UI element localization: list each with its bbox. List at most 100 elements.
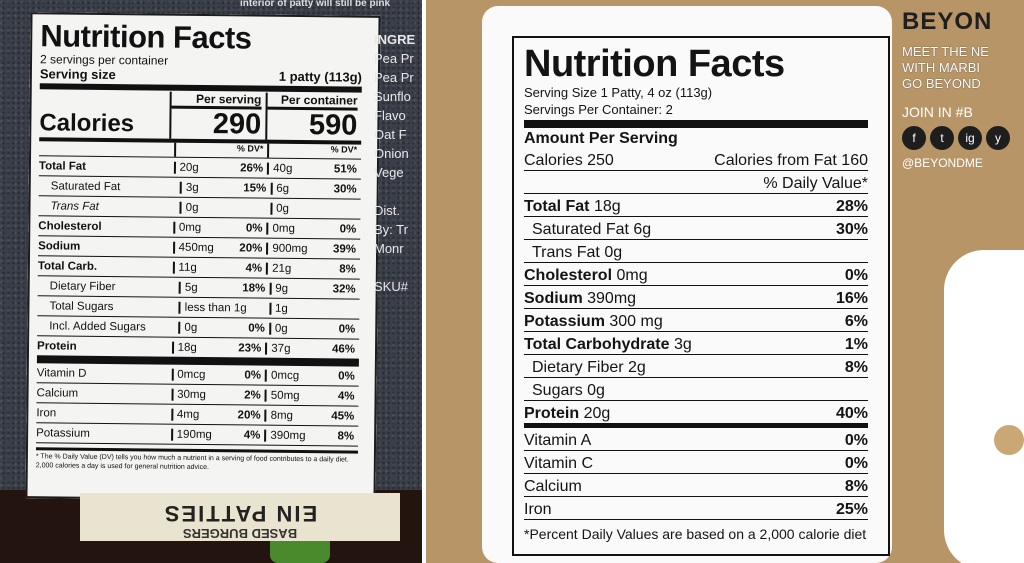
per-container-cell: 0g 0% [268, 322, 360, 336]
nutrient-name-amount: Potassium 300 mg [524, 313, 663, 331]
daily-value: 46% [331, 342, 356, 356]
per-container-cell: 50mg 4% [264, 389, 359, 403]
daily-value: 51% [333, 162, 357, 176]
per-container-cell: 9g 32% [269, 282, 360, 296]
nutrient-name: Cholesterol [38, 219, 102, 233]
daily-value: 8% [337, 429, 355, 443]
per-container-column: Per container 590 [265, 92, 362, 142]
amount: less than 1g [184, 301, 247, 314]
ingredient-line: Vege [374, 165, 404, 180]
per-container-cell: 21g 8% [266, 262, 360, 276]
right-nutrient-row: Protein 20g 40% [524, 401, 868, 428]
right-serving-size: Serving Size 1 Patty, 4 oz (113g) [524, 85, 713, 100]
per-container-cell: 1g [268, 302, 360, 316]
amount: 6g [633, 221, 652, 238]
per-container-cell: 8mg 45% [264, 409, 359, 423]
calories-per-serving: 290 [212, 108, 262, 141]
brand-tagline: MEET THE NE WITH MARBI GO BEYOND [902, 44, 1024, 92]
daily-value: 0% [248, 321, 265, 335]
nutrient-name: Protein [36, 339, 77, 353]
right-nutrient-row: Total Carbohydrate 3g 1% [524, 332, 868, 355]
per-serving-cell: less than 1g [178, 301, 270, 315]
nutrient-name: Incl. Added Sugars [49, 319, 146, 333]
daily-value: 30% [333, 182, 357, 196]
right-label-title: Nutrition Facts [524, 43, 785, 85]
amount: 3g [185, 181, 199, 194]
right-servings-per-container: Servings Per Container: 2 [524, 102, 673, 117]
right-nutrient-row: Total Fat 18g 28% [524, 194, 868, 217]
daily-value: 0% [245, 221, 263, 235]
ingredient-line: Flavo [374, 108, 406, 123]
left-nutrient-rows: Total Fat 20g 26% 40g 51% Saturated Fat 3g 15% 6… [36, 156, 362, 447]
calories-row: Calories Per serving 290 Per container 5… [39, 89, 362, 145]
daily-value: 39% [332, 242, 357, 256]
calories-value: Calories 250 [524, 152, 614, 169]
nutrient-name: Sodium [38, 239, 81, 253]
amount: 190mg [176, 428, 212, 441]
daily-value: 23% [238, 341, 262, 355]
daily-value: 20% [239, 241, 263, 255]
dv-header-container: % DV* [267, 143, 362, 159]
ingredients-panel: INGRE Pea Pr Pea Pr Sunflo Flavo Oat F Onion Ve… [374, 30, 422, 296]
bottom-line-2: EIN PATTIES [162, 501, 318, 526]
amount: 0mcg [270, 369, 300, 382]
right-nutrient-row: Sodium 390mg 16% [524, 286, 868, 309]
social-icons: f t ig y [902, 126, 1024, 150]
amount: 8mg [270, 409, 294, 422]
amount: 0mg [616, 267, 648, 284]
right-photo: Nutrition Facts Serving Size 1 Patty, 4 … [426, 0, 1024, 563]
amount: 20g [583, 405, 611, 422]
social-icon: t [930, 126, 954, 150]
right-nutrient-row: Vitamin A 0% [524, 428, 868, 451]
right-nutrient-row: Iron 25% [524, 497, 868, 520]
ingredient-line: SKU# [374, 279, 408, 294]
serving-size-label: Serving size [39, 66, 116, 83]
ingredient-line: By: Tr [374, 222, 408, 237]
per-serving-cell: 450mg 20% [172, 241, 267, 255]
daily-value: 15% [243, 181, 267, 195]
nutrient-name-amount: Total Carbohydrate 3g [524, 336, 692, 354]
daily-value: 26% [240, 161, 264, 175]
per-serving-cell: 0mg 0% [172, 221, 267, 235]
right-nutrient-row: Sugars 0g [524, 378, 868, 401]
calories-from-fat: Calories from Fat 160 [714, 152, 868, 169]
amount: 50mg [270, 389, 300, 402]
per-serving-cell: 0g [179, 201, 271, 215]
nutrient-name: Total Fat [38, 159, 87, 173]
per-container-cell: 37g 46% [265, 342, 360, 356]
amount: 18g [593, 198, 621, 215]
left-label-title: Nutrition Facts [40, 18, 252, 56]
amount: 450mg [178, 241, 214, 254]
per-serving-cell: 18g 23% [171, 341, 266, 355]
right-nutrient-rows: Total Fat 18g 28% Saturated Fat 6g 30% Trans… [524, 194, 868, 520]
brand-logo: BEYON [902, 8, 993, 35]
daily-value: 45% [331, 409, 355, 423]
daily-value: 6% [844, 313, 868, 330]
nutrient-name: Calcium [524, 478, 582, 495]
daily-value: 0% [338, 369, 355, 383]
amount: 3g [673, 336, 692, 353]
daily-value: 20% [237, 408, 261, 422]
nutrient-name: Dietary Fiber [49, 279, 116, 293]
ingredient-line: Oat F [374, 127, 407, 142]
amount: 0mg [178, 221, 202, 234]
nutrient-name: Vitamin D [36, 366, 87, 380]
ingredient-line [374, 258, 422, 277]
ingredient-line: Dist. [374, 203, 400, 218]
amount: 21g [272, 262, 292, 275]
per-serving-cell: 20g 26% [173, 161, 268, 175]
package-graphic-dot [994, 425, 1024, 455]
left-nutrient-row: Potassium 190mg 4% 390mg 8% [36, 423, 359, 447]
right-nutrient-row: Cholesterol 0mg 0% [524, 263, 868, 286]
nutrient-name-amount: Trans Fat 0g [524, 244, 622, 262]
daily-value: 30% [835, 221, 868, 238]
serving-size-value: 1 patty (113g) [278, 68, 362, 85]
daily-value: 4% [243, 428, 261, 442]
amount: 0g [587, 382, 605, 399]
bottom-line-1: BASED BURGERS [182, 526, 298, 541]
nutrient-name: Protein [524, 405, 580, 422]
top-cut-text: interior of patty will still be pink [240, 0, 391, 9]
brand-join: JOIN IN #B [902, 104, 973, 120]
daily-value: 40% [835, 405, 868, 422]
daily-value: 32% [332, 282, 356, 296]
